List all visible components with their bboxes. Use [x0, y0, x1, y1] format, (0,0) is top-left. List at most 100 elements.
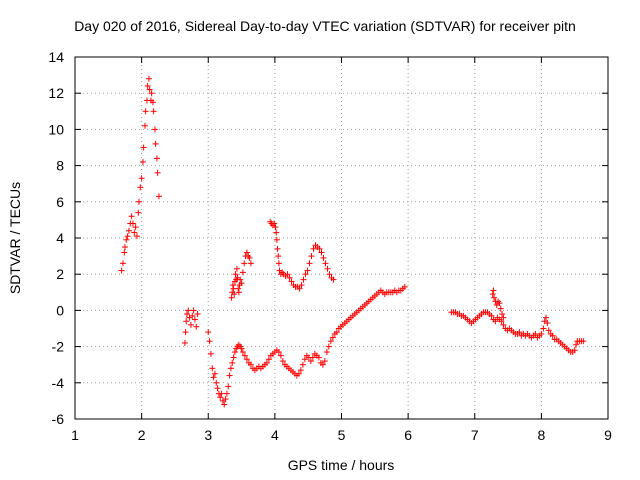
data-point	[230, 354, 237, 361]
data-point	[275, 260, 282, 267]
data-point	[497, 305, 504, 312]
chart-title: Day 020 of 2016, Sidereal Day-to-day VTE…	[74, 18, 576, 34]
data-point	[284, 271, 291, 278]
data-point	[241, 352, 248, 359]
data-point	[300, 276, 307, 283]
data-point	[492, 318, 499, 325]
y-tick-label: 14	[48, 49, 64, 65]
data-point	[309, 354, 316, 361]
data-point	[241, 260, 248, 267]
data-points	[118, 75, 587, 408]
data-point	[246, 254, 253, 261]
data-point	[139, 158, 146, 165]
data-point	[247, 361, 254, 368]
data-point	[299, 361, 306, 368]
data-point	[128, 213, 135, 220]
data-point	[498, 318, 505, 325]
data-point	[206, 338, 213, 345]
data-point	[298, 282, 305, 289]
data-point	[540, 325, 547, 332]
x-tick-label: 4	[271, 427, 279, 443]
y-tick-label: 0	[56, 302, 64, 318]
data-point	[310, 245, 317, 252]
data-point	[327, 338, 334, 345]
data-point	[183, 318, 190, 325]
data-point	[191, 316, 198, 323]
data-point	[155, 193, 162, 200]
data-point	[209, 365, 216, 372]
data-point	[228, 294, 235, 301]
data-point	[138, 175, 145, 182]
data-point	[123, 236, 130, 243]
data-point	[499, 311, 506, 318]
data-point	[549, 332, 556, 339]
data-point	[214, 385, 221, 392]
data-point	[135, 209, 142, 216]
data-point	[225, 383, 232, 390]
data-point	[142, 108, 149, 115]
data-point	[137, 184, 144, 191]
data-point	[131, 229, 138, 236]
data-point	[227, 365, 234, 372]
data-point	[306, 260, 313, 267]
data-point	[135, 198, 142, 205]
data-point	[243, 249, 250, 256]
data-point	[274, 245, 281, 252]
data-point	[544, 320, 551, 327]
data-point	[182, 329, 189, 336]
data-point	[323, 349, 330, 356]
y-tick-label: -6	[52, 411, 65, 427]
data-point	[187, 321, 194, 328]
data-point	[571, 347, 578, 354]
y-tick-label: 6	[56, 194, 64, 210]
data-point	[150, 108, 157, 115]
y-tick-label: -4	[52, 375, 65, 391]
data-point	[488, 312, 495, 319]
data-point	[154, 169, 161, 176]
data-point	[277, 352, 284, 359]
data-point	[226, 372, 233, 379]
data-point	[121, 244, 128, 251]
y-axis-label: SDTVAR / TECUs	[7, 182, 23, 294]
data-point	[149, 99, 156, 106]
data-point	[275, 253, 282, 260]
data-point	[205, 329, 212, 336]
data-point	[401, 283, 408, 290]
data-point	[185, 307, 192, 314]
data-point	[129, 220, 136, 227]
data-point	[271, 220, 278, 227]
data-point	[490, 287, 497, 294]
data-point	[119, 260, 126, 267]
y-tick-label: 4	[56, 230, 64, 246]
data-point	[263, 359, 270, 366]
data-point	[295, 370, 302, 377]
data-point	[321, 358, 328, 365]
data-point	[573, 341, 580, 348]
data-point	[324, 265, 331, 272]
data-point	[330, 276, 337, 283]
data-point	[316, 245, 323, 252]
y-tick-label: 10	[48, 121, 64, 137]
data-point	[235, 289, 242, 296]
data-point	[326, 271, 333, 278]
data-point	[181, 339, 188, 346]
data-point	[223, 390, 230, 397]
data-point	[148, 90, 155, 97]
data-point	[217, 394, 224, 401]
data-point	[279, 358, 286, 365]
x-tick-label: 7	[471, 427, 479, 443]
data-point	[132, 224, 139, 231]
y-tick-label: -2	[52, 339, 65, 355]
data-point	[141, 122, 148, 129]
data-point	[140, 144, 147, 151]
data-point	[213, 379, 220, 386]
data-point	[286, 274, 293, 281]
data-point	[325, 343, 332, 350]
data-point	[193, 323, 200, 330]
data-point	[288, 278, 295, 285]
data-point	[238, 280, 245, 287]
data-point	[239, 269, 246, 276]
data-point	[146, 86, 153, 93]
data-point	[229, 282, 236, 289]
